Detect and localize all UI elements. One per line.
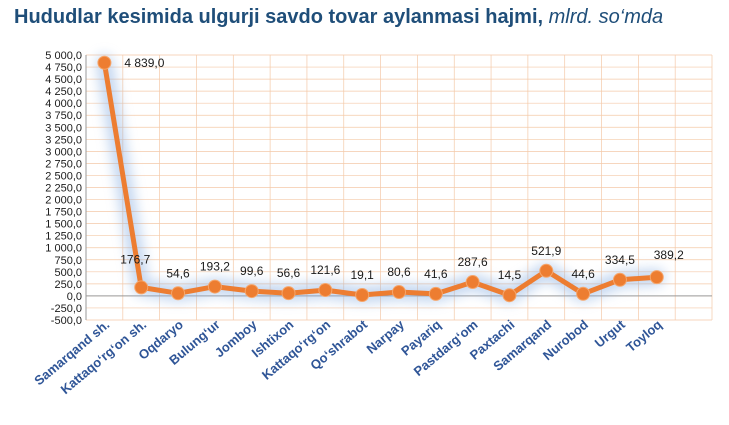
data-label: 54,6 <box>166 266 190 280</box>
data-point <box>649 270 664 285</box>
data-label: 99,6 <box>240 264 264 278</box>
data-point <box>207 279 222 294</box>
data-point <box>576 286 591 301</box>
data-label: 121,6 <box>310 263 340 277</box>
y-tick-label: 1 250,0 <box>45 231 82 243</box>
data-label: 193,2 <box>200 260 230 274</box>
chart-unit: mlrd. so‘mda <box>548 6 664 28</box>
y-tick-label: 250,0 <box>54 279 82 291</box>
y-tick-label: 2 500,0 <box>45 170 82 182</box>
data-point <box>612 272 627 287</box>
y-tick-label: 4 000,0 <box>45 98 82 110</box>
y-tick-label: 3 750,0 <box>45 110 82 122</box>
chart-title-text: Hududlar kesimida ulgurji savdo tovar ay… <box>14 6 544 28</box>
grid <box>85 54 713 321</box>
data-point <box>502 288 517 303</box>
y-tick-label: 0,0 <box>67 291 82 303</box>
data-point <box>465 275 480 290</box>
series-line <box>101 60 660 298</box>
data-label: 19,1 <box>350 268 374 282</box>
y-tick-label: 3 000,0 <box>45 146 82 158</box>
y-tick-label: 2 000,0 <box>45 195 82 207</box>
x-tick-label: Toyloq <box>623 317 665 355</box>
y-tick-label: -250,0 <box>51 303 82 315</box>
data-label: 80,6 <box>387 265 411 279</box>
y-tick-label: 4 250,0 <box>45 86 82 98</box>
y-tick-label: 2 750,0 <box>45 158 82 170</box>
data-label: 389,2 <box>654 248 684 262</box>
data-point <box>539 263 554 278</box>
data-label: 521,9 <box>531 244 561 258</box>
y-tick-label: 500,0 <box>54 267 82 279</box>
y-tick-label: 1 500,0 <box>45 219 82 231</box>
y-tick-label: 3 500,0 <box>45 122 82 134</box>
y-tick-label: 5 000,0 <box>45 50 82 62</box>
y-tick-label: 1 000,0 <box>45 243 82 255</box>
data-point <box>355 287 370 302</box>
data-label: 44,6 <box>571 267 595 281</box>
data-label: 334,5 <box>605 253 635 267</box>
data-label: 14,5 <box>498 268 522 282</box>
data-label: 56,6 <box>277 266 301 280</box>
data-point <box>134 280 149 295</box>
y-tick-label: 3 250,0 <box>45 134 82 146</box>
data-point <box>97 55 112 70</box>
y-tick-label: 4 750,0 <box>45 62 82 74</box>
data-point <box>244 284 259 299</box>
data-point <box>281 286 296 301</box>
data-point <box>318 283 333 298</box>
y-tick-label: -500,0 <box>51 315 82 327</box>
y-tick-label: 750,0 <box>54 255 82 267</box>
data-point <box>392 285 406 300</box>
y-tick-label: 4 500,0 <box>45 74 82 86</box>
y-tick-label: 1 750,0 <box>45 207 82 219</box>
data-label: 287,6 <box>458 255 488 269</box>
data-label: 4 839,0 <box>124 56 164 70</box>
data-point <box>171 286 186 301</box>
data-label: 41,6 <box>424 267 448 281</box>
data-label: 176,7 <box>120 252 150 266</box>
data-point <box>428 286 443 301</box>
x-tick-label: Urgut <box>592 316 629 350</box>
chart-title: Hududlar kesimida ulgurji savdo tovar ay… <box>14 6 663 29</box>
y-tick-label: 2 250,0 <box>45 183 82 195</box>
